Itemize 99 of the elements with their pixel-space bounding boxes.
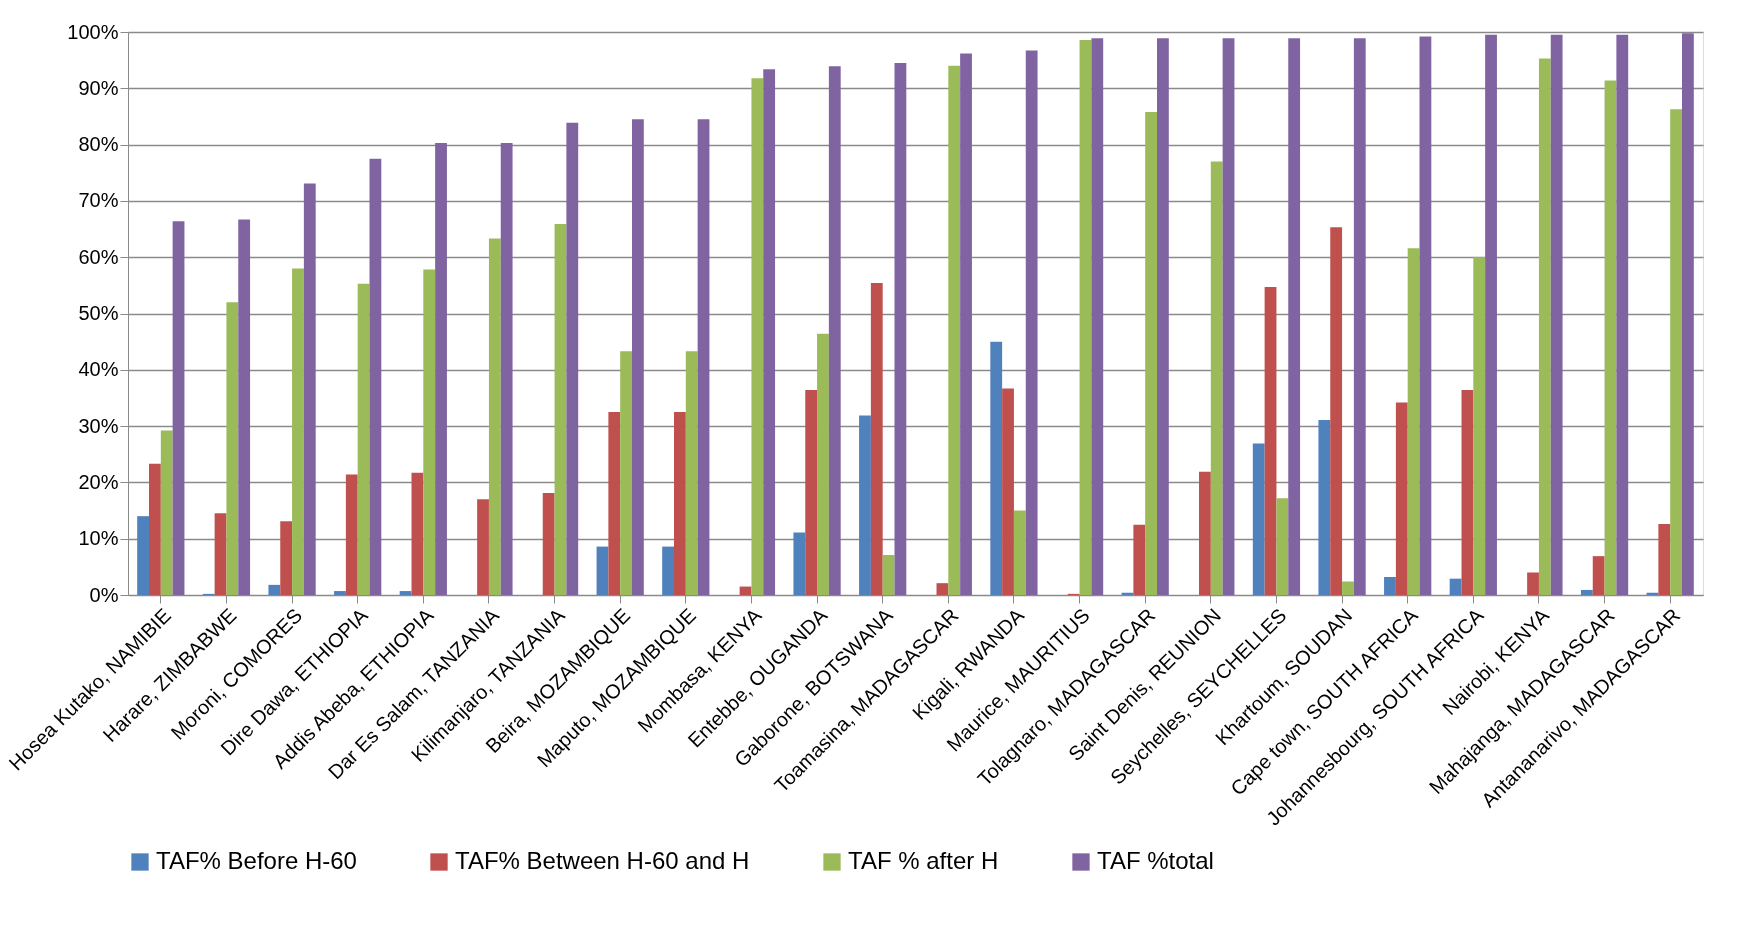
bar [1682, 33, 1694, 595]
bar [805, 390, 818, 595]
bar [268, 584, 281, 595]
bar [1538, 58, 1551, 595]
bar [411, 472, 424, 595]
bar [1658, 524, 1671, 595]
bar [1330, 227, 1343, 595]
bar [1222, 38, 1235, 595]
y-tick-label: 40% [78, 358, 119, 381]
y-tick-label: 10% [78, 527, 119, 550]
bar [303, 183, 316, 595]
bar [292, 268, 304, 595]
bar [399, 591, 412, 595]
bar [214, 513, 227, 595]
bar [1252, 443, 1265, 595]
y-tick-label: 20% [78, 470, 119, 493]
bar [357, 283, 370, 595]
bar [149, 463, 161, 595]
bar [554, 223, 567, 595]
bar [1550, 34, 1563, 595]
bar [620, 351, 632, 595]
y-tick-label: 60% [78, 245, 119, 268]
bar [990, 341, 1003, 595]
bar [334, 591, 346, 595]
bar [1485, 34, 1497, 595]
legend-label: TAF % after H [848, 847, 999, 874]
bar [608, 412, 621, 595]
bar [280, 521, 293, 595]
bar [423, 269, 436, 595]
bar [894, 62, 907, 595]
bar [870, 283, 883, 595]
bar [1002, 388, 1014, 595]
bar [435, 142, 447, 595]
bar [1342, 581, 1354, 595]
bar [596, 546, 609, 595]
bar [1580, 589, 1593, 595]
bar [751, 78, 764, 595]
bar [948, 65, 961, 595]
bar [1091, 38, 1104, 595]
bar [1145, 111, 1157, 595]
bar [763, 69, 776, 595]
y-tick-label: 80% [78, 133, 119, 156]
bar [1157, 38, 1169, 595]
bar [1013, 510, 1026, 595]
bar [1407, 248, 1420, 595]
bar [882, 555, 895, 595]
bar [160, 430, 173, 595]
legend-label: TAF %total [1097, 847, 1214, 874]
bar [1025, 50, 1038, 595]
bar [477, 499, 489, 595]
bar [1353, 38, 1366, 595]
y-tick-label: 70% [78, 189, 119, 212]
bar [1079, 39, 1092, 595]
bar [1473, 257, 1486, 595]
bar [345, 474, 358, 595]
bar [1670, 109, 1682, 595]
bar [1288, 38, 1301, 595]
bar [697, 119, 710, 595]
bar [542, 493, 555, 595]
bar [1199, 471, 1211, 595]
bar [662, 546, 674, 595]
bar [1449, 578, 1462, 595]
bar [1616, 34, 1629, 595]
y-tick-label: 100% [67, 20, 119, 43]
bar [1318, 419, 1331, 595]
bar [859, 415, 871, 595]
bar [1264, 287, 1277, 595]
bar [828, 66, 841, 595]
bar [674, 412, 686, 595]
y-tick-label: 30% [78, 414, 119, 437]
bar [1384, 576, 1396, 595]
bar [172, 221, 185, 595]
y-tick-label: 50% [78, 302, 119, 324]
bar [1276, 498, 1289, 595]
bar [632, 119, 644, 595]
legend-label: TAF% Before H-60 [156, 847, 357, 874]
bar [1133, 524, 1146, 595]
bar [1527, 572, 1539, 595]
bar [960, 53, 972, 595]
legend-label: TAF% Between H-60 and H [455, 847, 750, 874]
bar [1461, 390, 1474, 595]
bar [500, 142, 513, 595]
y-tick-label: 90% [78, 76, 119, 99]
bar [1395, 402, 1408, 595]
bar [1604, 80, 1617, 595]
bar [566, 122, 579, 595]
bar [1592, 556, 1605, 595]
bar [817, 333, 829, 595]
bar [1210, 161, 1223, 595]
bar [369, 158, 382, 595]
bar [685, 351, 698, 595]
bar [793, 532, 806, 595]
bar [226, 302, 239, 595]
bar [137, 516, 149, 595]
bar [488, 238, 501, 595]
bar [238, 219, 251, 595]
y-tick-label: 0% [89, 583, 119, 606]
bar [1419, 36, 1432, 595]
bar [936, 583, 949, 595]
